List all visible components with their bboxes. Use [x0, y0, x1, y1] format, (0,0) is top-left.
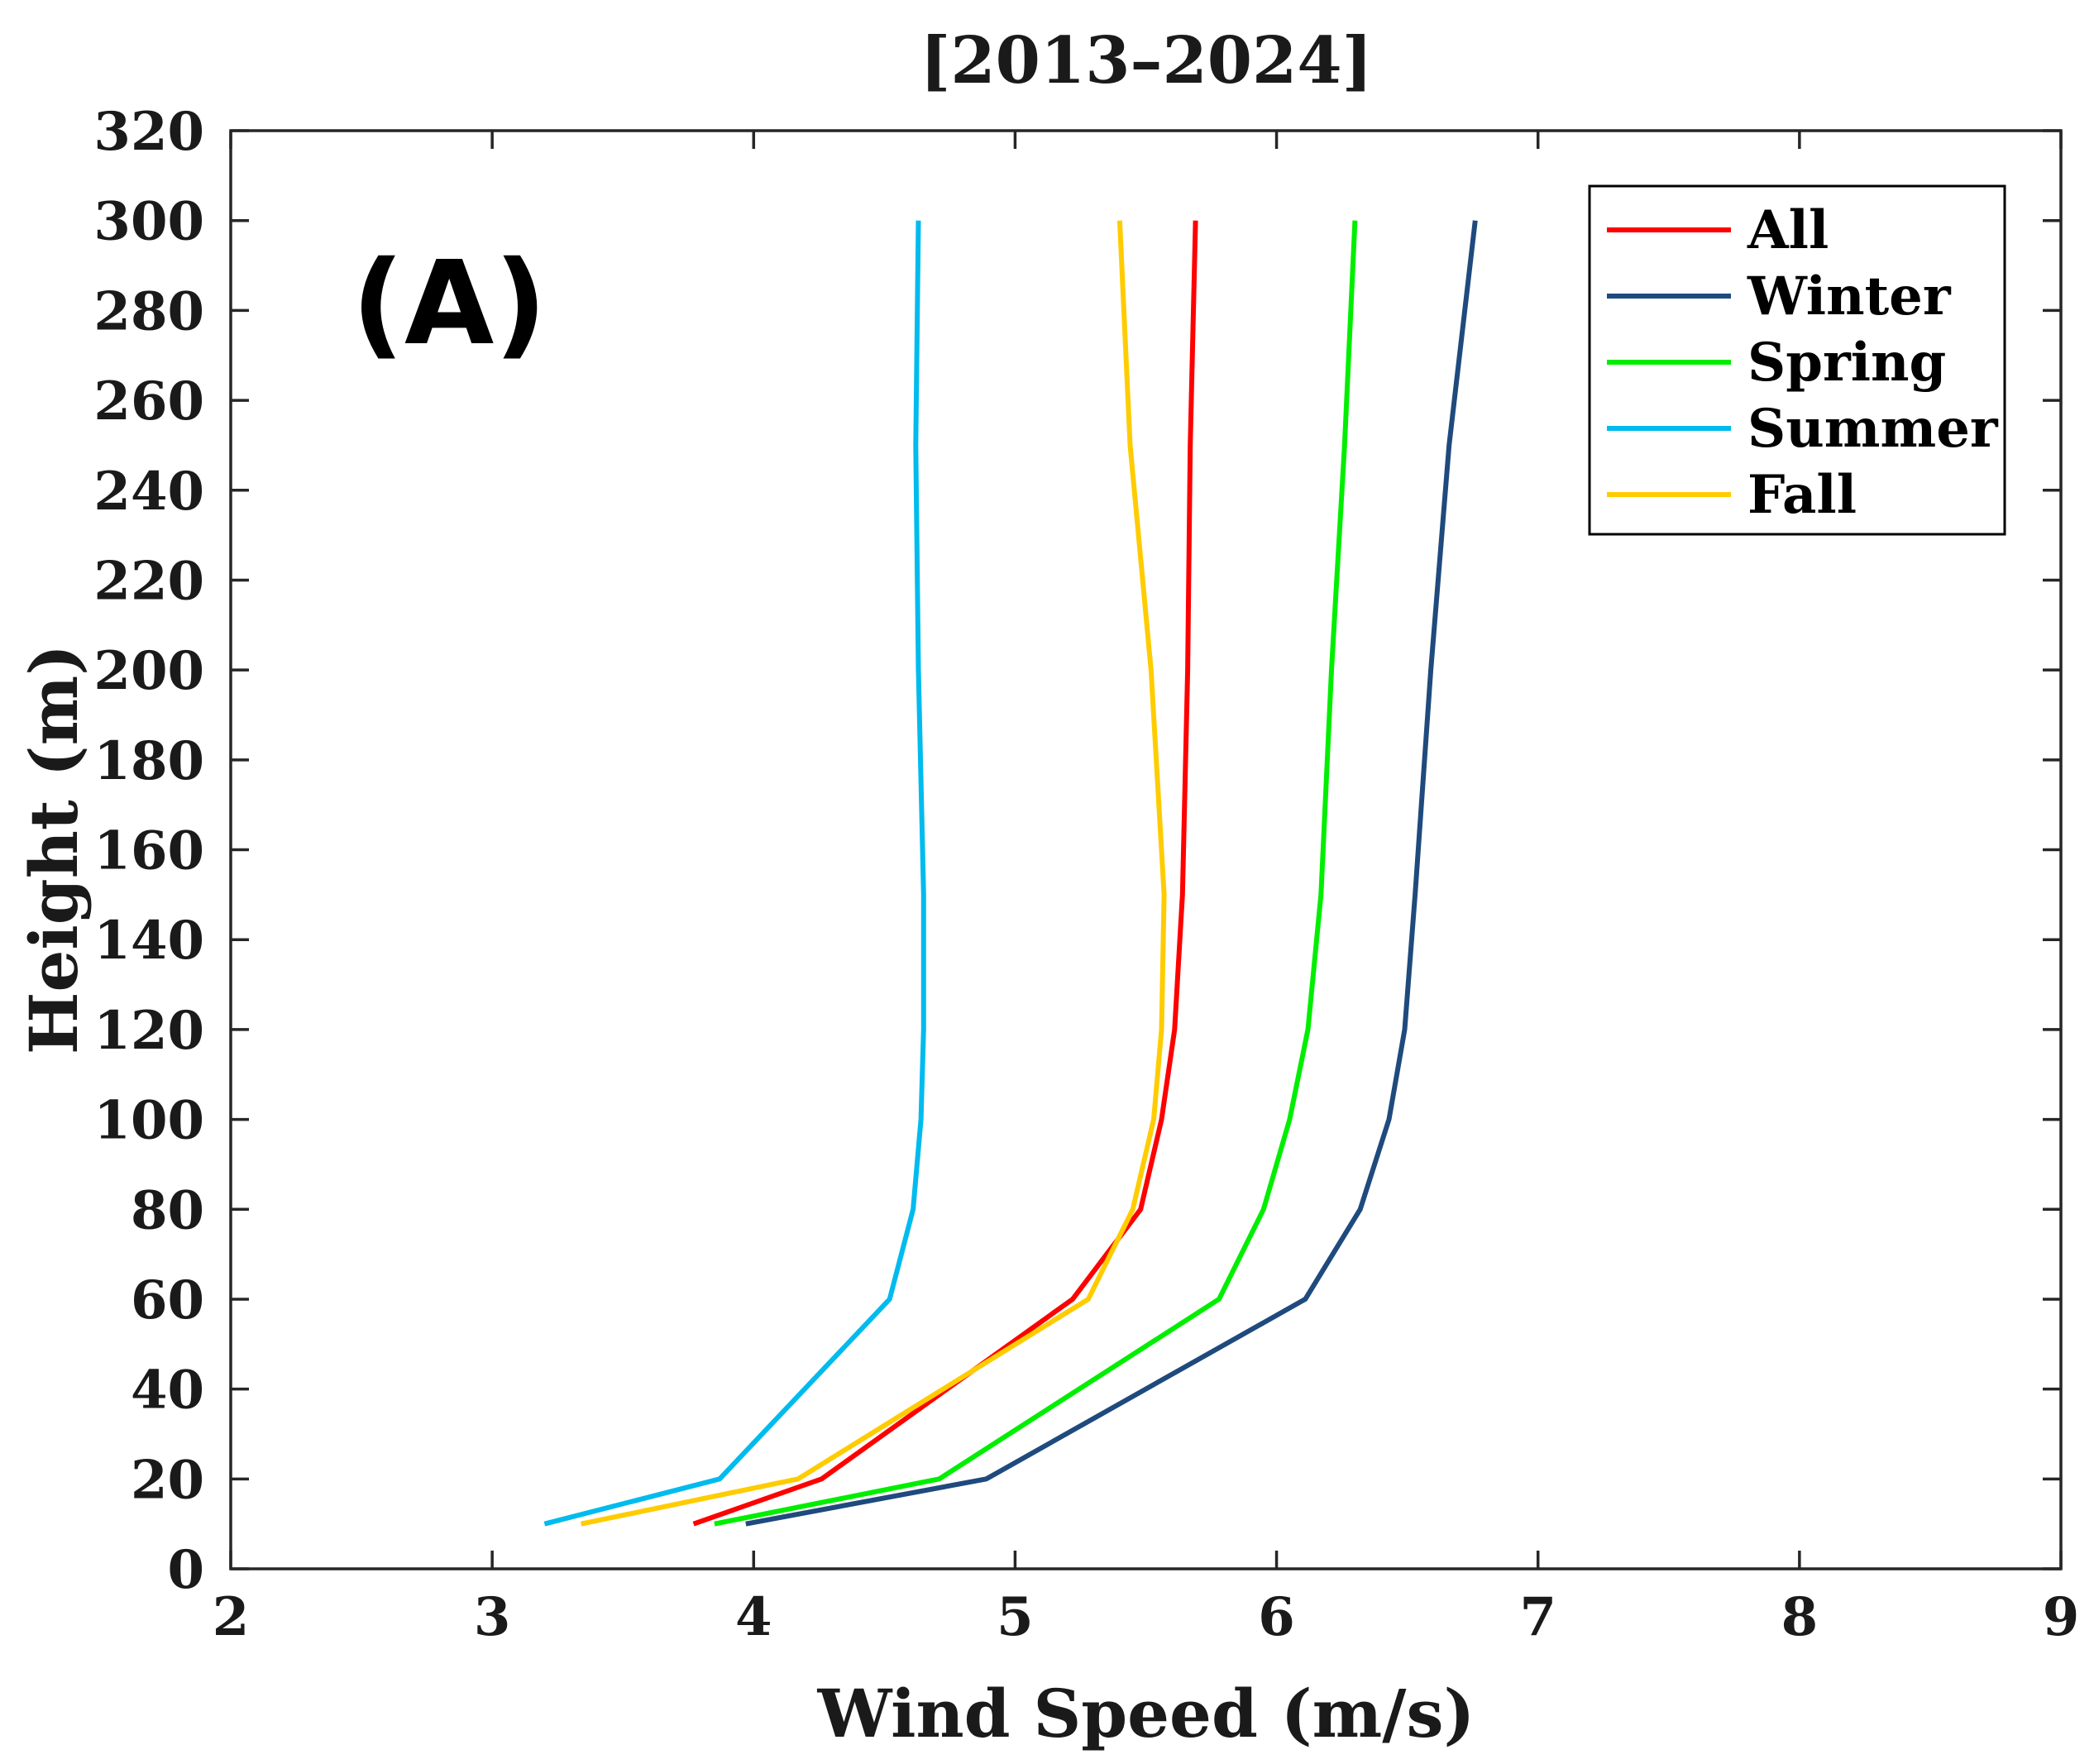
- y-tick-label: 300: [93, 191, 204, 253]
- x-tick-label: 4: [735, 1586, 772, 1648]
- x-tick-label: 7: [1519, 1586, 1556, 1648]
- x-tick-label: 2: [213, 1586, 250, 1648]
- y-tick-label: 120: [93, 1000, 204, 1062]
- y-tick-label: 0: [167, 1539, 204, 1601]
- y-tick-label: 40: [131, 1360, 204, 1422]
- series-group: [543, 220, 1478, 1527]
- y-tick-label: 320: [93, 101, 204, 163]
- y-tick-label: 280: [93, 280, 204, 342]
- x-tick-label: 8: [1781, 1586, 1819, 1648]
- y-tick-label: 200: [93, 640, 204, 702]
- y-tick-label: 180: [93, 730, 204, 792]
- series-line-winter: [745, 220, 1478, 1527]
- legend-label-all: All: [1747, 199, 1829, 261]
- x-tick-label: 9: [2043, 1586, 2080, 1648]
- x-tick-label: 3: [474, 1586, 511, 1648]
- legend-label-fall: Fall: [1747, 464, 1857, 526]
- series-line-fall: [580, 220, 1167, 1527]
- legend-label-spring: Spring: [1747, 332, 1946, 394]
- x-tick-label: 5: [997, 1586, 1034, 1648]
- series-line-spring: [714, 220, 1358, 1527]
- y-tick-label: 140: [93, 910, 204, 972]
- y-axis: 0 20 40 60 80 100 120 140 160 180 200 220 240 260 280 3…: [93, 101, 2061, 1601]
- y-axis-label: Height (m): [15, 644, 93, 1054]
- x-axis: 2 3 4 5 6 7 8 9: [213, 131, 2080, 1648]
- y-tick-label: 260: [93, 370, 204, 433]
- series-line-summer: [543, 220, 926, 1527]
- legend-label-winter: Winter: [1747, 265, 1952, 327]
- y-tick-label: 160: [93, 820, 204, 882]
- chart-title: [2013–2024]: [920, 23, 1373, 98]
- y-tick-label: 80: [131, 1179, 204, 1241]
- y-tick-label: 100: [93, 1090, 204, 1152]
- y-tick-label: 220: [93, 550, 204, 612]
- panel-label: (A): [351, 237, 547, 371]
- x-tick-label: 6: [1258, 1586, 1295, 1648]
- y-tick-label: 240: [93, 461, 204, 523]
- y-tick-label: 20: [131, 1449, 204, 1511]
- legend-label-summer: Summer: [1747, 398, 1999, 460]
- y-tick-label: 60: [131, 1269, 204, 1331]
- x-axis-label: Wind Speed (m/s): [817, 1675, 1475, 1752]
